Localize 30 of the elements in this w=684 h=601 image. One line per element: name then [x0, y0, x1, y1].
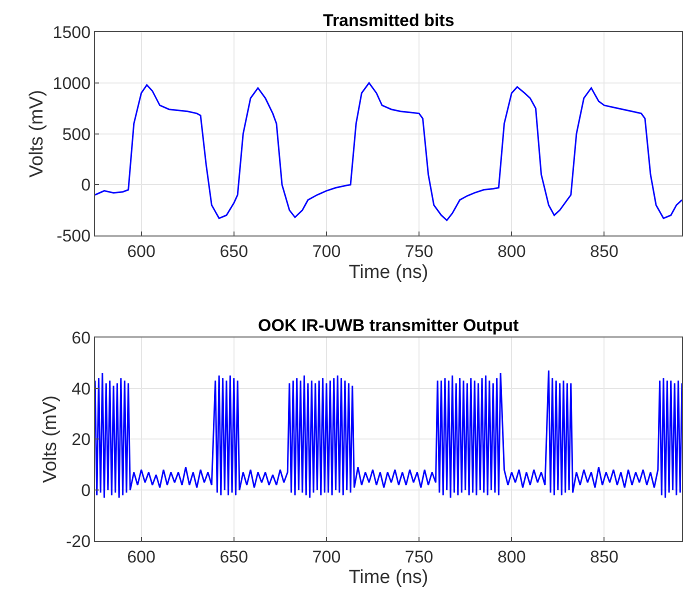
line-series — [95, 370, 682, 498]
x-tick-label: 700 — [312, 547, 341, 566]
y-tick-label: 0 — [81, 481, 91, 500]
y-tick-label: 1000 — [52, 74, 91, 93]
y-axis-title: Volts (mV) — [40, 395, 61, 484]
x-tick-label: 650 — [220, 547, 248, 566]
x-tick-label: 800 — [497, 242, 526, 261]
x-tick-label: 750 — [404, 242, 434, 261]
y-tick-label: 20 — [72, 430, 91, 450]
x-tick-label: 850 — [590, 242, 618, 261]
x-tick-label: 850 — [590, 547, 618, 566]
y-axis-title: Volts (mV) — [26, 90, 48, 178]
y-tick-label: 1500 — [52, 22, 91, 42]
y-tick-label: 40 — [72, 379, 91, 398]
y-tick-label: -20 — [66, 532, 91, 551]
x-axis-title: Time (ns) — [348, 567, 428, 588]
y-tick-label: 60 — [72, 328, 91, 348]
x-tick-label: 750 — [404, 547, 434, 566]
x-axis-title: Time (ns) — [348, 262, 428, 283]
line-series — [95, 82, 682, 222]
x-tick-label: 600 — [127, 242, 156, 261]
chart-title: OOK IR-UWB transmitter Output — [258, 316, 519, 335]
x-tick-label: 600 — [127, 547, 156, 566]
y-tick-label: -500 — [56, 226, 91, 246]
chart-title: Transmitted bits — [323, 11, 454, 30]
y-tick-label: 500 — [62, 124, 91, 144]
x-tick-label: 700 — [312, 242, 341, 261]
y-tick-label: 0 — [81, 176, 91, 195]
x-tick-label: 650 — [220, 242, 248, 261]
x-tick-label: 800 — [497, 547, 526, 566]
